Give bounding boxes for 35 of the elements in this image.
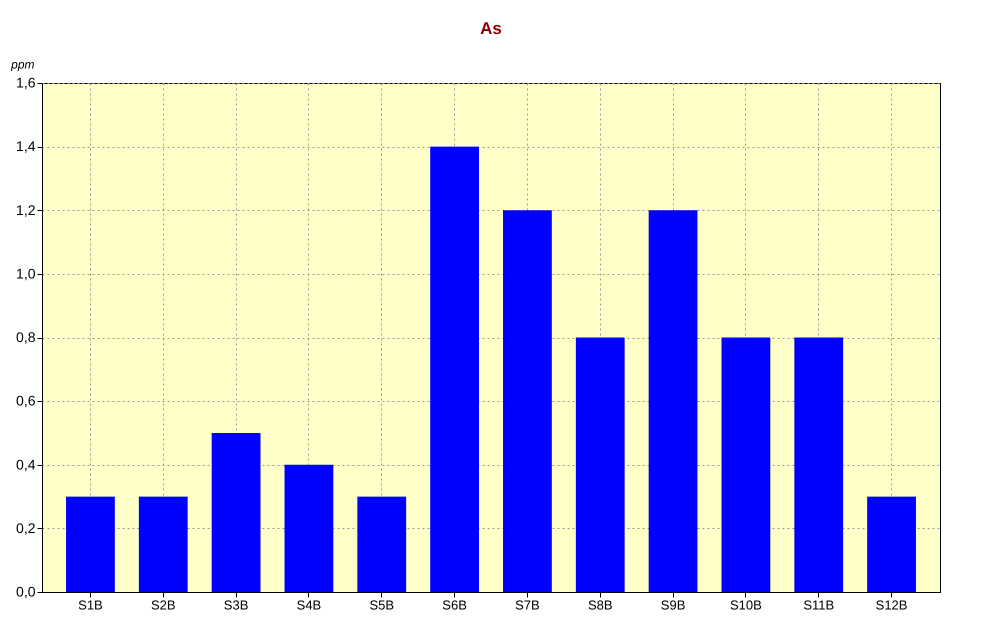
y-tick-label: 1,0 bbox=[16, 265, 36, 282]
x-tick-label: S8B bbox=[588, 598, 613, 612]
x-tick-label: S2B bbox=[150, 598, 176, 612]
x-tick-label: S6B bbox=[442, 598, 467, 612]
x-tick-label: S10B bbox=[730, 598, 762, 612]
y-tick-label: 0,2 bbox=[16, 520, 36, 536]
y-tick-label: 1,2 bbox=[16, 202, 36, 218]
y-tick-label: 0,0 bbox=[16, 584, 36, 600]
bar bbox=[430, 146, 479, 592]
bar bbox=[66, 496, 115, 592]
x-tick-label: S3B bbox=[224, 598, 248, 612]
x-tick-label: S12B bbox=[876, 598, 908, 612]
y-tick-label: 0,4 bbox=[16, 456, 36, 472]
x-tick-label: S9B bbox=[660, 598, 686, 612]
y-axis-title: ppm bbox=[10, 58, 35, 72]
bar bbox=[503, 210, 552, 592]
bar bbox=[576, 338, 625, 592]
bar bbox=[212, 432, 260, 592]
bar bbox=[138, 496, 188, 592]
bar bbox=[867, 496, 916, 592]
bar bbox=[284, 464, 334, 592]
y-tick-label: 1,4 bbox=[16, 138, 36, 154]
x-tick-label: S5B bbox=[369, 598, 394, 612]
y-tick-label: 1,6 bbox=[16, 74, 36, 90]
bar bbox=[794, 338, 844, 592]
bar bbox=[357, 496, 406, 592]
x-tick-label: S1B bbox=[78, 598, 103, 612]
x-tick-label: S11B bbox=[803, 598, 834, 612]
y-tick-label: 0,8 bbox=[16, 329, 36, 345]
bar bbox=[722, 338, 770, 592]
chart-title: As bbox=[480, 19, 502, 38]
bar bbox=[648, 210, 698, 592]
x-tick-label: S7B bbox=[515, 598, 540, 612]
y-tick-label: 0,6 bbox=[16, 392, 36, 409]
x-tick-label: S4B bbox=[296, 598, 322, 612]
